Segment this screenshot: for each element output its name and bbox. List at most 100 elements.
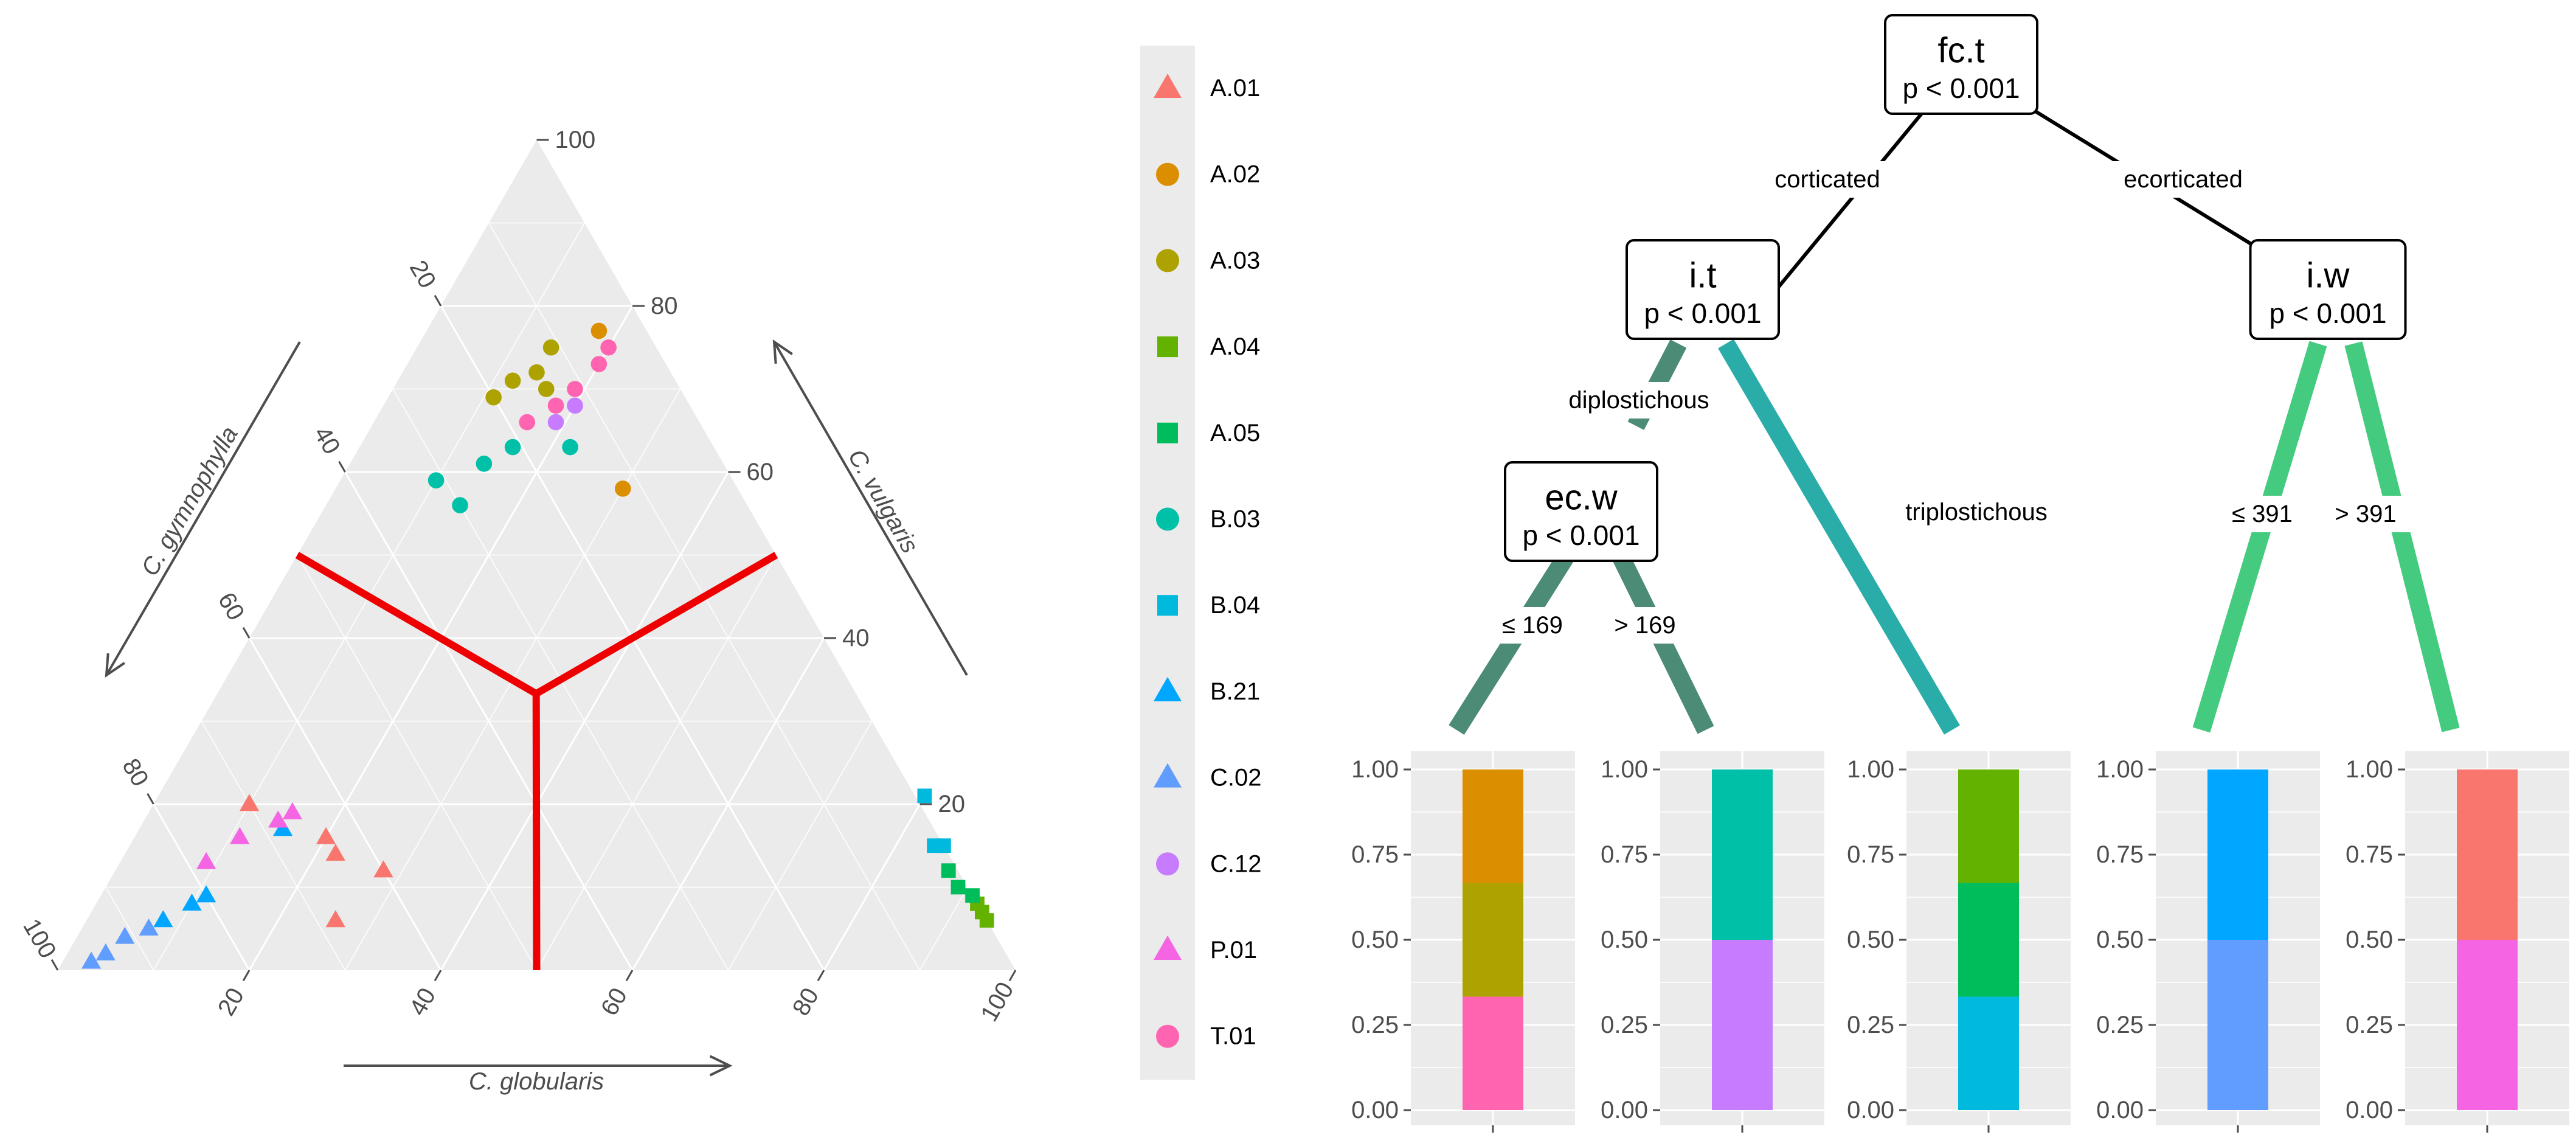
ternary-gridline	[297, 555, 538, 971]
tick-label-vulgaris: 80	[651, 293, 678, 319]
edge-label: > 391	[2335, 501, 2396, 527]
node-variable: ec.w	[1545, 478, 1618, 518]
ternary-points	[81, 322, 994, 969]
legend-label: C.12	[1210, 850, 1262, 877]
boundary-line	[534, 552, 778, 697]
data-point-c-02	[81, 951, 102, 969]
leaf-tick-label: 0.00	[2346, 1097, 2393, 1123]
leaf-bar-segment-p-01	[2457, 940, 2518, 1110]
leaf-tick-label: 0.25	[1847, 1012, 1894, 1038]
ternary-gridline	[248, 637, 442, 971]
data-point-t-01	[567, 381, 583, 397]
tick-label-globularis: 80	[788, 984, 824, 1021]
gymnophylla-arrow-head	[105, 653, 125, 678]
axis-title-globularis: C. globularis	[469, 1068, 604, 1095]
tree-edges: corticated ecorticated diplostichous triplo…	[1449, 64, 2460, 735]
edge-label-bg	[2102, 161, 2264, 198]
data-point-t-01	[519, 414, 536, 431]
tick-label-gymnophylla: 60	[213, 588, 249, 625]
leaf-tick-label: 0.25	[2096, 1012, 2144, 1038]
legend-label: A.02	[1210, 161, 1260, 188]
legend-key-background	[1140, 46, 1195, 1080]
edge-label: triplostichous	[1905, 499, 2047, 526]
data-point-b-03	[476, 456, 493, 472]
leaf-bar-segment-a-04	[1958, 769, 2019, 883]
data-point-a-01	[316, 827, 336, 844]
node-p-value: p < 0.001	[2269, 297, 2386, 329]
tick-mark-globularis	[817, 970, 825, 982]
data-point-b-21	[153, 910, 173, 928]
leaf-tick-label: 0.75	[2346, 841, 2393, 868]
leaf-tick-label: 0.00	[1601, 1097, 1648, 1123]
legend-label: T.01	[1210, 1023, 1256, 1050]
boundary-line	[532, 693, 541, 971]
data-point-a-02	[590, 322, 608, 339]
tick-label-vulgaris: 100	[555, 127, 596, 153]
edge-label: ecorticated	[2124, 166, 2243, 193]
tick-mark-gymnophylla	[434, 294, 442, 307]
gymnophylla-arrow	[105, 341, 301, 676]
leaf-tick-label: 0.50	[2096, 926, 2144, 953]
node-variable: i.w	[2307, 256, 2350, 296]
legend-key-a-01	[1154, 74, 1182, 98]
legend-label: P.01	[1210, 937, 1257, 964]
data-point-a-01	[239, 794, 260, 811]
tick-label-gymnophylla: 20	[404, 256, 441, 293]
data-point-a-05	[941, 863, 956, 878]
legend-label: B.03	[1210, 506, 1260, 533]
data-point-a-05	[950, 880, 966, 895]
data-point-c-12	[567, 397, 583, 414]
ternary-boundary-lines	[295, 552, 778, 971]
tick-mark-gymnophylla	[147, 793, 154, 805]
data-point-a-01	[325, 910, 345, 928]
leaf-tick-label: 1.00	[1351, 756, 1399, 783]
leaf-bar-segment-a-02	[1463, 769, 1523, 883]
tick-label-globularis: 20	[213, 984, 249, 1021]
legend-label: A.03	[1210, 247, 1260, 274]
legend-key-a-05	[1157, 422, 1178, 443]
data-point-c-02	[139, 919, 159, 936]
legend-key-b-04	[1157, 595, 1178, 616]
data-point-b-03	[562, 439, 578, 456]
legend-key-b-21	[1154, 676, 1182, 701]
leaf-bar-segment-c-12	[1712, 940, 1773, 1110]
tick-mark-gymnophylla	[242, 627, 251, 639]
leaf-tick-label: 1.00	[2096, 756, 2144, 783]
axis-title-vulgaris: C. vulgaris	[843, 445, 924, 558]
data-point-a-03	[485, 389, 502, 406]
legend-key-c-12	[1156, 852, 1179, 876]
globularis-arrow-head	[709, 1055, 733, 1077]
edge-label-bg	[2318, 496, 2413, 532]
ternary-gridline	[153, 804, 251, 971]
ternary-gridline	[201, 721, 346, 971]
tick-label-globularis: 100	[975, 978, 1019, 1026]
data-point-c-12	[547, 414, 564, 431]
data-point-a-03	[528, 364, 545, 381]
legend-label: C.02	[1210, 765, 1262, 791]
data-point-t-01	[547, 397, 564, 414]
leaf-tick-label: 0.25	[1351, 1012, 1399, 1038]
tick-label-gymnophylla: 40	[308, 422, 345, 459]
tick-label-globularis: 40	[404, 984, 441, 1021]
legend: A.01 A.02 A.03 A.04 A.05 B.03 B.04 B.21 C.02 C.12…	[1140, 46, 1262, 1080]
leaf-bar-segment-a-03	[1463, 883, 1523, 997]
data-point-a-01	[325, 844, 345, 861]
tick-label-vulgaris: 20	[938, 791, 966, 818]
tick-label-gymnophylla: 80	[117, 754, 153, 791]
tick-mark-globularis	[625, 970, 634, 982]
tick-label-vulgaris: 60	[747, 459, 774, 485]
leaf-bar-segment-b-04	[1958, 996, 2019, 1110]
node-box-i-w	[2249, 239, 2407, 340]
legend-key-a-02	[1156, 162, 1179, 186]
leaf-tick-label: 1.00	[2346, 756, 2393, 783]
data-point-t-01	[600, 339, 617, 356]
ternary-gridline	[105, 887, 154, 971]
legend-label: B.04	[1210, 592, 1260, 619]
node-box-i-t	[1626, 239, 1780, 340]
legend-key-p-01	[1154, 936, 1182, 960]
data-point-b-04	[917, 788, 932, 804]
tick-label-gymnophylla: 100	[18, 914, 61, 963]
leaf-tick-label: 0.00	[1351, 1097, 1399, 1123]
